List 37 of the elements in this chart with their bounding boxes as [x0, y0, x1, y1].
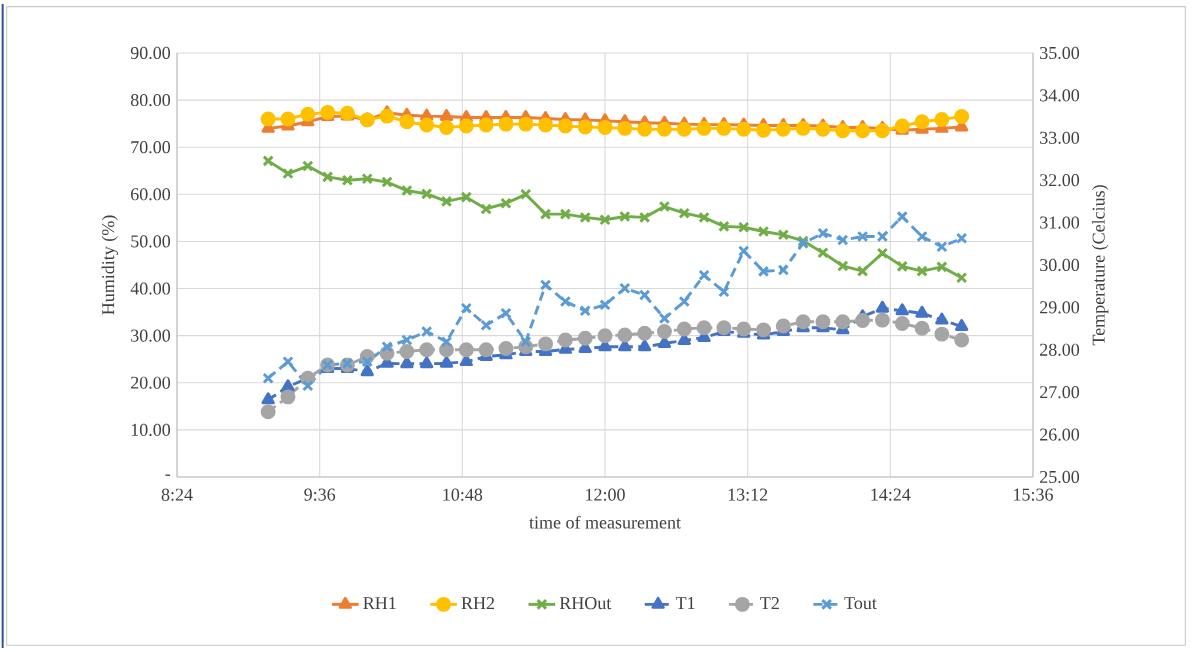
x-tick-label: 12:00 [586, 488, 625, 501]
x-tick-label: 15:36 [1014, 488, 1053, 501]
x-tick-label: 9:36 [304, 488, 336, 501]
y-tick-label: 50.00 [131, 235, 171, 248]
y2-tick-label: 35.00 [1040, 46, 1080, 60]
x-tick-label: 8:24 [161, 488, 193, 501]
y2-tick-label: 27.00 [1040, 386, 1080, 399]
y-tick-label: 90.00 [130, 46, 171, 60]
y2-axis-title: Temperature (Celcius) [1092, 185, 1109, 346]
x-tick-label: 10:48 [443, 488, 483, 501]
y-tick-label: 60.00 [131, 188, 171, 201]
y2-tick-label: 34.00 [1040, 89, 1080, 102]
y2-tick-label: 28.00 [1040, 343, 1080, 356]
y-tick-label: 40.00 [130, 282, 171, 295]
y2-tick-label: 25.00 [1040, 470, 1080, 484]
y2-tick-label: 33.00 [1040, 131, 1080, 144]
x-tick-label: 13:12 [728, 488, 768, 501]
y-tick-label: 70.00 [131, 141, 171, 154]
legend-label: Tout [844, 597, 877, 610]
y-axis-title: Humidity (%) [101, 215, 118, 315]
y-tick-label: 30.00 [131, 329, 171, 342]
y2-tick-label: 29.00 [1040, 301, 1080, 314]
y2-tick-label: 30.00 [1040, 258, 1080, 272]
x-tick-label: 14:24 [871, 488, 911, 501]
legend-label: T1 [675, 597, 695, 609]
legend-label: RH1 [363, 597, 396, 609]
legend-label: RH2 [461, 597, 495, 609]
y-tick-label: 80.00 [130, 93, 171, 107]
y-tick-label: - [165, 474, 171, 476]
legend-label: T2 [760, 597, 779, 609]
legend-label: RHOut [559, 597, 612, 610]
x-axis-title: time of measurement [529, 515, 681, 529]
y2-tick-label: 31.00 [1040, 216, 1080, 229]
y-tick-label: 10.00 [131, 423, 171, 436]
y2-tick-label: 26.00 [1040, 428, 1080, 441]
y2-tick-label: 32.00 [1040, 174, 1080, 187]
y-tick-label: 20.00 [131, 376, 171, 389]
